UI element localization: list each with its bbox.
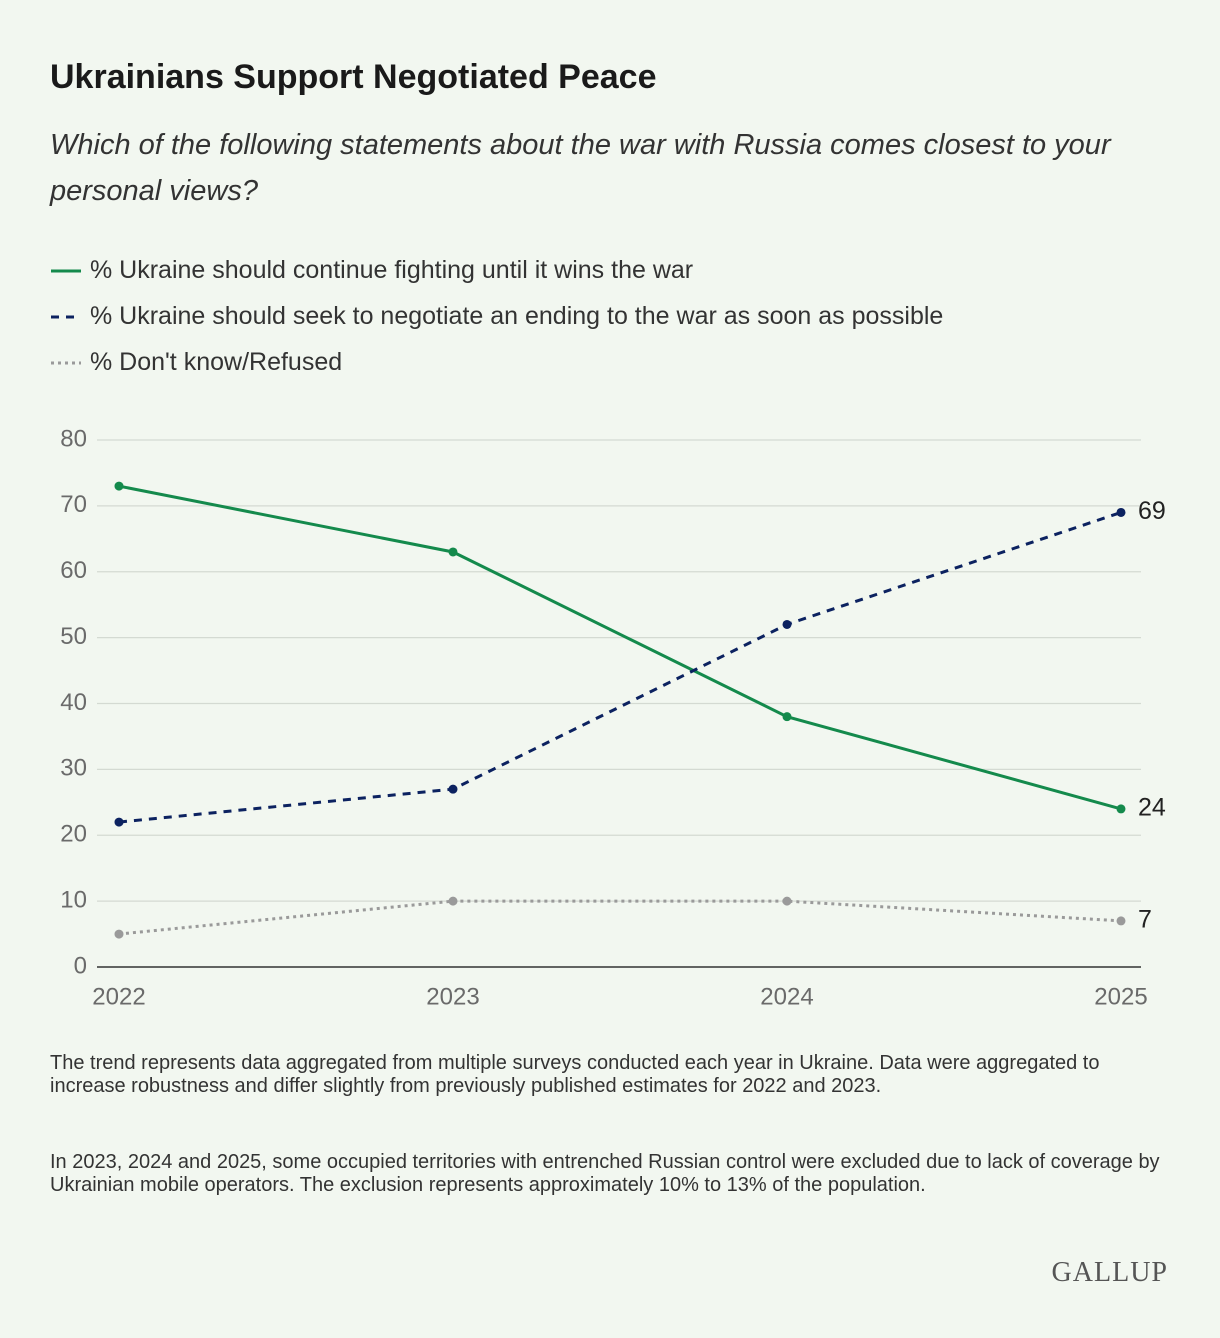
source-logo: GALLUP: [1051, 1257, 1168, 1288]
legend-swatch: [51, 315, 81, 318]
legend-swatch: [51, 269, 81, 272]
footnote: The trend represents data aggregated fro…: [50, 1052, 1100, 1097]
data-point: [448, 784, 458, 794]
y-tick-label: 60: [60, 557, 87, 584]
end-label: 24: [1138, 794, 1166, 822]
end-label: 69: [1138, 497, 1166, 525]
series-line: [118, 899, 1122, 936]
x-tick-label: 2024: [760, 983, 813, 1010]
y-tick-label: 80: [60, 425, 87, 452]
y-tick-label: 10: [60, 886, 87, 913]
chart-title: Ukrainians Support Negotiated Peace: [50, 58, 657, 96]
legend-label: % Ukraine should seek to negotiate an en…: [90, 302, 944, 330]
legend-item: % Don't know/Refused: [50, 348, 342, 377]
data-point: [1116, 916, 1126, 926]
chart-subtitle: Which of the following statements about …: [50, 129, 1111, 207]
footnote: In 2023, 2024 and 2025, some occupied te…: [50, 1151, 1160, 1196]
data-point: [782, 896, 792, 906]
data-point: [114, 817, 124, 827]
legend-label: % Ukraine should continue fighting until…: [90, 256, 694, 284]
x-tick-label: 2025: [1094, 983, 1147, 1010]
data-point: [782, 619, 792, 629]
legend-swatch: [51, 361, 81, 364]
data-point: [1116, 804, 1126, 814]
y-tick-label: 0: [74, 952, 87, 979]
y-tick-label: 70: [60, 491, 87, 518]
data-point: [1116, 507, 1126, 517]
end-label: 7: [1138, 905, 1152, 933]
data-point: [782, 712, 792, 722]
legend-item: % Ukraine should continue fighting until…: [50, 256, 693, 285]
x-tick-label: 2023: [426, 983, 479, 1010]
legend-item: % Ukraine should seek to negotiate an en…: [50, 302, 943, 331]
y-tick-label: 40: [60, 689, 87, 716]
data-point: [114, 929, 124, 939]
data-point: [448, 896, 458, 906]
y-tick-label: 50: [60, 623, 87, 650]
y-tick-label: 20: [60, 821, 87, 848]
legend-label: % Don't know/Refused: [90, 348, 343, 376]
series-line: [118, 484, 1122, 811]
x-tick-label: 2022: [92, 983, 145, 1010]
data-point: [114, 481, 124, 491]
data-point: [448, 547, 458, 557]
y-tick-label: 30: [60, 755, 87, 782]
series-line: [118, 511, 1122, 824]
